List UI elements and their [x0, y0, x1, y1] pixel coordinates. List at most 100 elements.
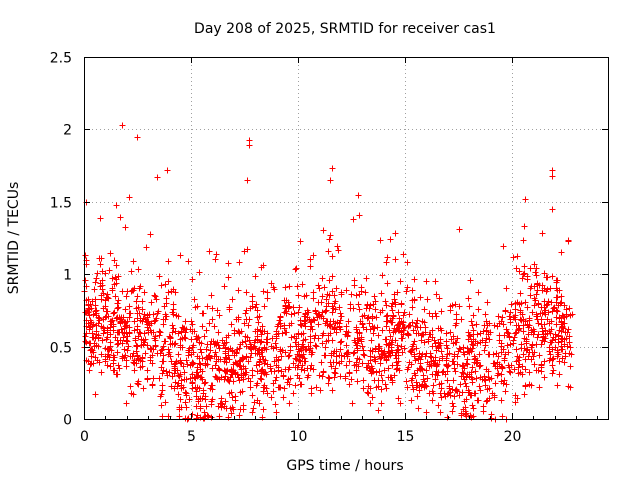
data-point — [268, 394, 275, 401]
data-point — [503, 326, 510, 333]
data-point — [98, 369, 105, 376]
data-point — [295, 309, 302, 316]
data-point — [282, 329, 289, 336]
data-point — [383, 302, 390, 309]
data-point — [329, 273, 336, 280]
data-point — [408, 361, 415, 368]
data-point — [436, 295, 443, 302]
data-point — [465, 389, 472, 396]
data-point — [365, 390, 372, 397]
data-point — [413, 384, 420, 391]
data-point — [400, 251, 407, 258]
data-point — [288, 334, 295, 341]
data-point — [110, 352, 117, 359]
data-point — [215, 329, 222, 336]
data-point — [134, 343, 141, 350]
data-point — [100, 305, 107, 312]
data-point — [239, 356, 246, 363]
data-point — [515, 370, 522, 377]
data-point — [343, 362, 350, 369]
data-point — [512, 306, 519, 313]
data-point — [393, 355, 400, 362]
data-point — [465, 329, 472, 336]
data-point — [114, 349, 121, 356]
data-point — [358, 336, 365, 343]
data-point — [114, 329, 121, 336]
data-point — [498, 397, 505, 404]
data-point — [313, 343, 320, 350]
data-point — [546, 357, 553, 364]
data-point — [94, 270, 101, 277]
data-point — [185, 415, 192, 422]
data-point — [464, 371, 471, 378]
data-point — [149, 381, 156, 388]
data-point — [174, 383, 181, 390]
data-point — [292, 266, 299, 273]
data-point — [381, 348, 388, 355]
data-point — [221, 367, 228, 374]
data-point — [507, 316, 514, 323]
data-point — [515, 364, 522, 371]
data-point — [271, 358, 278, 365]
data-point — [444, 351, 451, 358]
data-point — [333, 359, 340, 366]
data-point — [451, 365, 458, 372]
data-point — [189, 276, 196, 283]
data-point — [501, 355, 508, 362]
data-point — [373, 369, 380, 376]
data-point — [486, 385, 493, 392]
data-point — [547, 285, 554, 292]
data-point — [472, 338, 479, 345]
data-point — [453, 316, 460, 323]
data-point — [389, 337, 396, 344]
data-point — [369, 394, 376, 401]
data-point — [541, 338, 548, 345]
data-point — [519, 363, 526, 370]
data-point — [268, 368, 275, 375]
data-point — [488, 375, 495, 382]
data-point — [419, 351, 426, 358]
data-point — [212, 256, 219, 263]
data-point — [504, 329, 511, 336]
data-point — [229, 404, 236, 411]
data-point — [411, 338, 418, 345]
data-point — [538, 316, 545, 323]
data-point — [124, 347, 131, 354]
data-point — [424, 375, 431, 382]
data-point — [353, 292, 360, 299]
data-point — [86, 367, 93, 374]
data-point — [201, 415, 208, 422]
data-point — [106, 346, 113, 353]
data-point — [430, 382, 437, 389]
data-point — [417, 360, 424, 367]
data-point — [327, 232, 334, 239]
data-point — [362, 289, 369, 296]
data-point — [396, 367, 403, 374]
data-point — [432, 354, 439, 361]
data-point — [245, 358, 252, 365]
data-point — [372, 358, 379, 365]
data-point — [549, 206, 556, 213]
data-point — [568, 351, 575, 358]
data-point — [288, 311, 295, 318]
data-point — [310, 366, 317, 373]
data-point — [182, 399, 189, 406]
data-point — [337, 339, 344, 346]
data-point — [110, 310, 117, 317]
data-point — [99, 337, 106, 344]
data-point — [293, 343, 300, 350]
data-point — [214, 339, 221, 346]
data-point — [393, 366, 400, 373]
data-point — [542, 307, 549, 314]
data-point — [450, 333, 457, 340]
data-point — [517, 309, 524, 316]
data-point — [143, 244, 150, 251]
data-point — [222, 354, 229, 361]
data-point — [505, 330, 512, 337]
data-point — [134, 293, 141, 300]
data-point — [383, 336, 390, 343]
data-point — [261, 328, 268, 335]
data-point — [233, 316, 240, 323]
data-point — [521, 223, 528, 230]
data-point — [228, 389, 235, 396]
